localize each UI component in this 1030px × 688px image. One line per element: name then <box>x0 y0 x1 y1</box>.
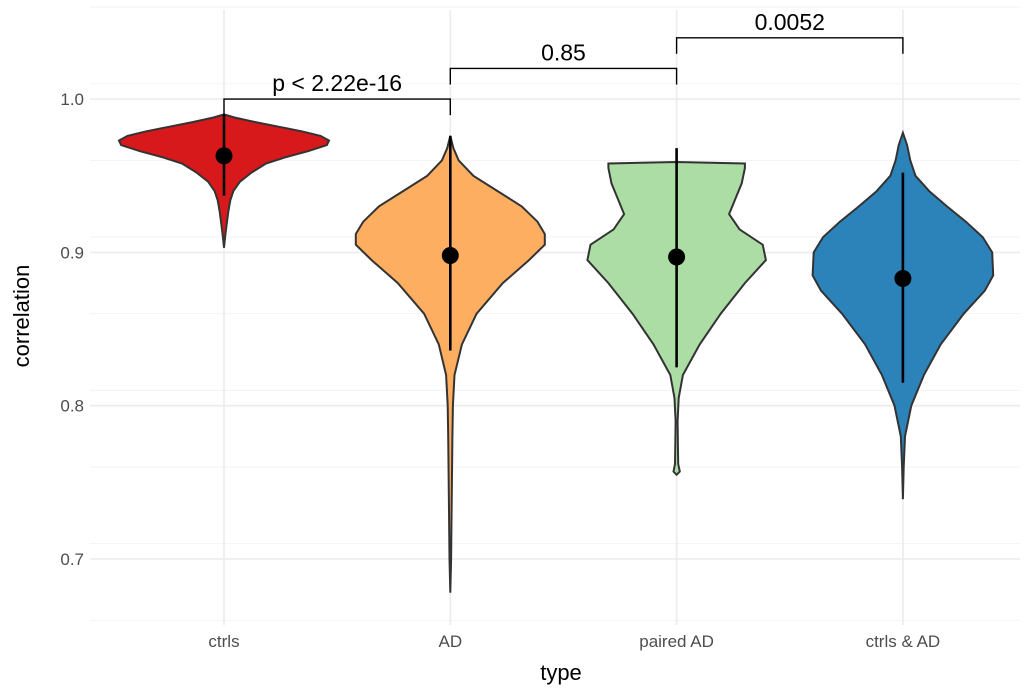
y-tick-label: 0.7 <box>60 550 84 569</box>
comparison-label: 0.0052 <box>755 9 825 35</box>
y-tick-label: 0.9 <box>60 243 84 262</box>
y-tick-label: 1.0 <box>60 90 84 109</box>
y-tick-label: 0.8 <box>60 397 84 416</box>
x-tick-label: ctrls <box>208 632 239 651</box>
x-tick-label: paired AD <box>639 632 714 651</box>
x-tick-label: AD <box>438 632 462 651</box>
comparison-annotations: p < 2.22e-16 0.85 0.0052 <box>223 9 904 116</box>
comparison-bracket <box>223 98 451 116</box>
summary-point <box>894 269 912 287</box>
summary-point <box>215 147 233 165</box>
comparison-label: 0.85 <box>541 39 586 65</box>
summary-point <box>441 246 459 264</box>
comparison-bracket <box>449 67 678 85</box>
violin-layer <box>117 113 995 593</box>
x-tick-label: ctrls & AD <box>866 632 941 651</box>
summary-layer <box>215 114 912 383</box>
comparison-bracket <box>675 37 904 54</box>
x-axis-title: type <box>540 660 582 685</box>
summary-point <box>668 248 686 266</box>
y-axis-title: correlation <box>9 265 34 368</box>
tick-labels: 0.7 0.8 0.9 1.0 ctrls AD paired AD ctrls & AD <box>60 90 940 651</box>
comparison-label: p < 2.22e-16 <box>272 70 402 96</box>
